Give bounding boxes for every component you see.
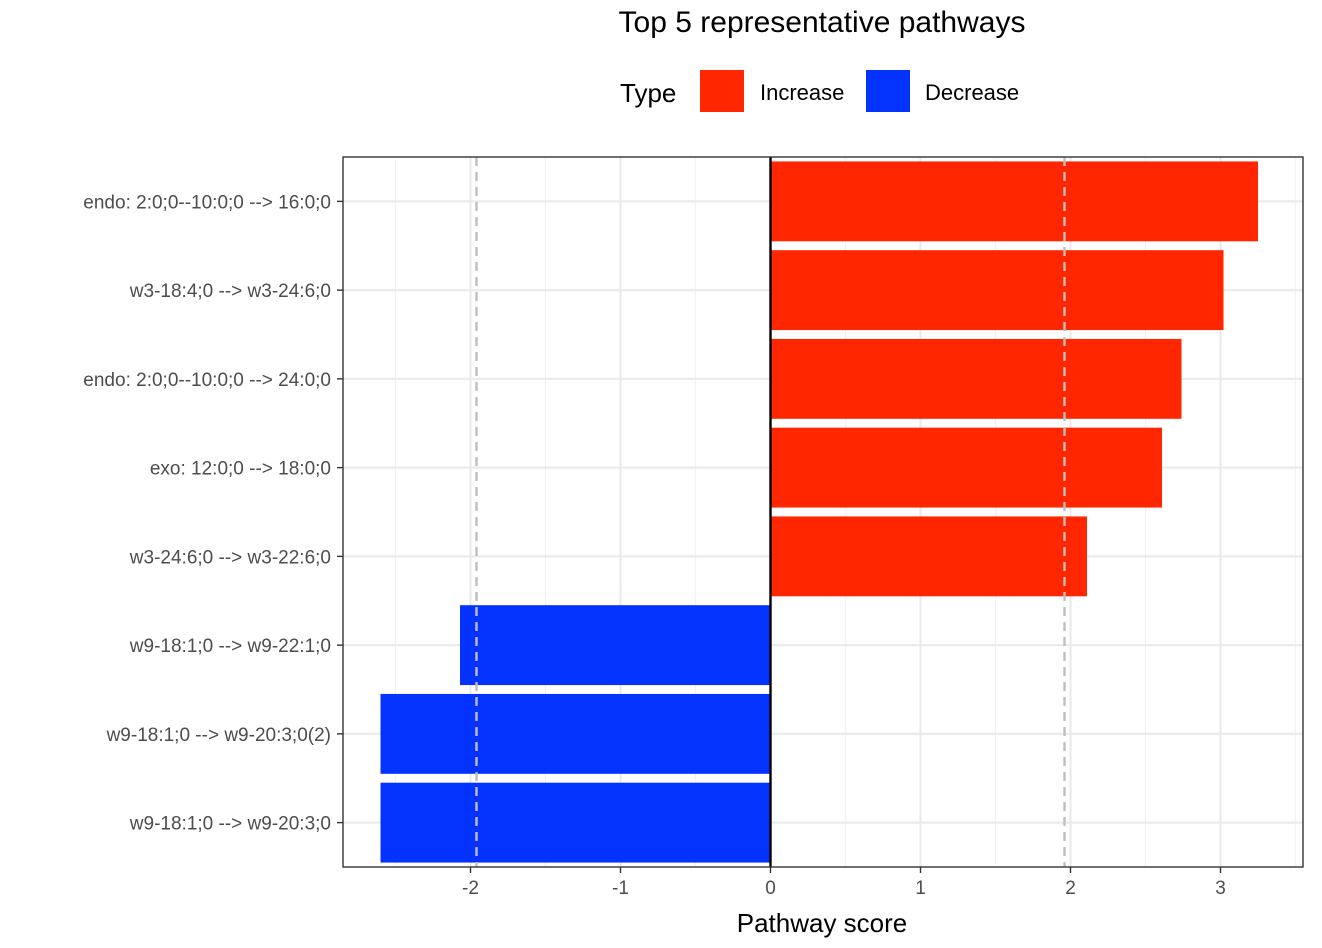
- bar-increase: [770, 427, 1162, 508]
- bar-increase: [770, 516, 1087, 597]
- legend-label-increase: Increase: [760, 80, 844, 105]
- y-tick-label: w9-18:1;0 --> w9-20:3;0(2): [106, 725, 331, 746]
- x-tick-label: 0: [765, 878, 776, 899]
- chart-title: Top 5 representative pathways: [619, 6, 1026, 39]
- reference-lines: [475, 157, 1066, 867]
- x-tick-label: 2: [1065, 878, 1076, 899]
- bar-decrease: [460, 605, 771, 686]
- x-tick-label: 1: [915, 878, 926, 899]
- y-tick-label: w3-24:6;0 --> w3-22:6;0: [129, 547, 331, 568]
- legend-swatch-increase: [700, 70, 744, 112]
- bar-decrease: [380, 782, 771, 863]
- y-tick-label: w3-18:4;0 --> w3-24:6;0: [129, 281, 331, 302]
- axis-layer: -2 -1 0 1 2 3 endo: 2:0;0--10:0;0 --> 16:0;0 w3…: [83, 156, 1304, 899]
- y-tick-label: endo: 2:0;0--10:0;0 --> 24:0;0: [83, 370, 331, 391]
- panel-border: [342, 156, 1304, 868]
- x-tick-label: -2: [462, 878, 479, 899]
- bar-decrease: [380, 693, 771, 774]
- y-tick-label: exo: 12:0;0 --> 18:0;0: [150, 459, 331, 480]
- x-axis-title: Pathway score: [737, 908, 908, 938]
- bar-increase: [770, 338, 1182, 419]
- y-tick-label: endo: 2:0;0--10:0;0 --> 16:0;0: [83, 192, 331, 213]
- bar-layer: [380, 161, 1258, 863]
- legend-title: Type: [620, 78, 676, 108]
- x-tick-label: -1: [612, 878, 629, 899]
- bar-increase: [770, 161, 1258, 242]
- y-tick-label: w9-18:1;0 --> w9-22:1;0: [129, 636, 331, 657]
- y-tick-label: w9-18:1;0 --> w9-20:3;0: [129, 814, 331, 835]
- legend: Type Increase Decrease: [620, 70, 1019, 112]
- legend-swatch-decrease: [866, 70, 910, 112]
- legend-label-decrease: Decrease: [925, 80, 1019, 105]
- bar-increase: [770, 250, 1224, 331]
- x-tick-label: 3: [1215, 878, 1226, 899]
